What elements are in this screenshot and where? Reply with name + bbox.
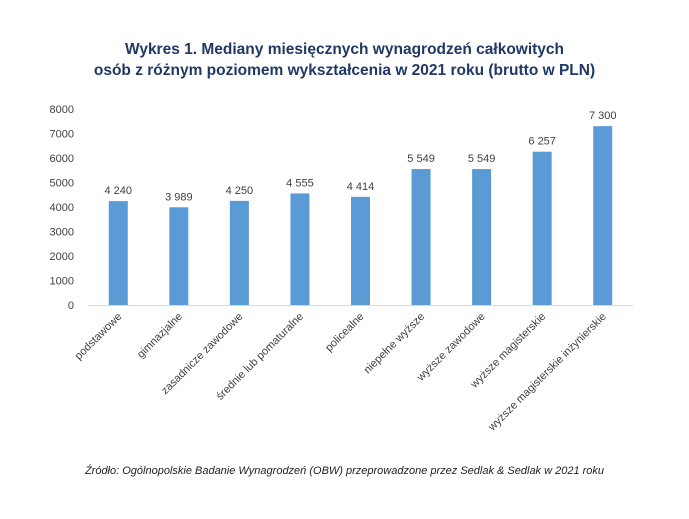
bar <box>532 151 552 305</box>
chart-title: Wykres 1. Mediany miesięcznych wynagrodz… <box>124 41 565 58</box>
data-label: 5 549 <box>468 153 496 165</box>
y-tick-label: 0 <box>68 300 74 312</box>
data-label: 5 549 <box>407 153 435 165</box>
bar <box>169 207 189 305</box>
y-tick-label: 5000 <box>50 178 74 190</box>
bar <box>472 169 492 305</box>
bar <box>593 126 613 306</box>
bar <box>229 200 249 305</box>
y-tick-label: 2000 <box>50 251 74 263</box>
data-label: 4 414 <box>347 181 375 193</box>
data-label: 6 257 <box>528 136 556 148</box>
bar <box>411 169 431 305</box>
data-label: 4 250 <box>226 185 254 197</box>
y-tick-label: 6000 <box>50 153 74 165</box>
y-tick-label: 4000 <box>50 202 74 214</box>
y-tick-label: 7000 <box>50 129 74 141</box>
source-note: Źródło: Ogólnopolskie Badanie Wynagrodze… <box>84 465 605 477</box>
bar <box>108 201 128 305</box>
data-label: 4 240 <box>105 185 133 197</box>
category-label: gimnazjalne <box>135 311 185 361</box>
data-label: 4 555 <box>286 177 314 189</box>
y-tick-label: 3000 <box>50 227 74 239</box>
category-label: policealne <box>323 311 367 355</box>
data-label: 3 989 <box>165 191 193 203</box>
y-tick-label: 1000 <box>50 276 74 288</box>
chart-subtitle: osób z różnym poziomem wykształcenia w 2… <box>93 62 596 79</box>
bar <box>351 196 370 305</box>
category-label: wyższe magisterskie inżynierskie <box>486 311 609 434</box>
category-label: podstawowe <box>73 311 125 363</box>
category-label: niepełne wyższe <box>362 311 428 377</box>
y-tick-label: 8000 <box>50 104 74 116</box>
data-label: 7 300 <box>589 110 617 122</box>
bar <box>290 193 310 305</box>
bar-chart: 0 1000 2000 3000 4000 5000 6000 7000 8000 4 240 po… <box>50 104 633 434</box>
